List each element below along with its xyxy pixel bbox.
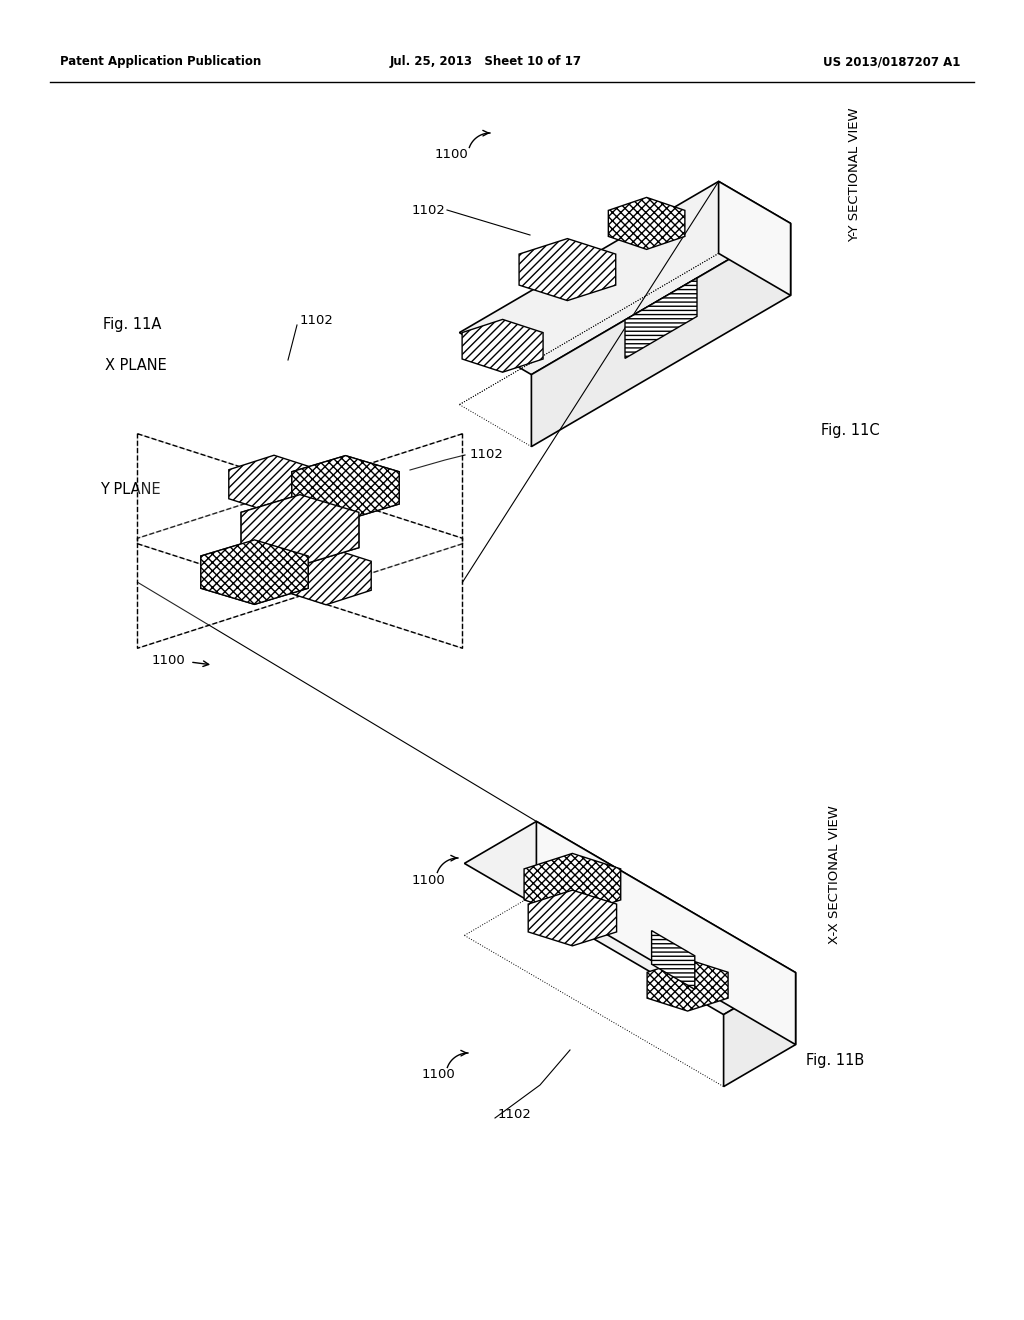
Polygon shape	[651, 931, 695, 990]
Polygon shape	[292, 455, 399, 520]
Polygon shape	[537, 821, 796, 1044]
Text: US 2013/0187207 A1: US 2013/0187207 A1	[822, 55, 961, 69]
Text: Y PLANE: Y PLANE	[100, 483, 161, 498]
Text: 1100: 1100	[412, 874, 445, 887]
Polygon shape	[528, 890, 616, 946]
Text: 1102: 1102	[498, 1109, 531, 1122]
Polygon shape	[241, 495, 358, 565]
Text: 1102: 1102	[300, 314, 334, 326]
Polygon shape	[465, 821, 796, 1015]
Text: 1100: 1100	[152, 653, 185, 667]
Polygon shape	[462, 319, 543, 372]
Polygon shape	[228, 455, 319, 513]
Polygon shape	[519, 239, 615, 301]
Polygon shape	[201, 540, 308, 605]
Text: 1102: 1102	[411, 203, 445, 216]
Polygon shape	[292, 455, 399, 520]
Text: 1100: 1100	[434, 149, 468, 161]
Text: X-X SECTIONAL VIEW: X-X SECTIONAL VIEW	[828, 805, 842, 944]
Polygon shape	[719, 181, 791, 296]
Polygon shape	[724, 973, 796, 1086]
Polygon shape	[281, 546, 372, 605]
Text: 1102: 1102	[470, 449, 504, 462]
Text: Fig. 11A: Fig. 11A	[103, 318, 162, 333]
Polygon shape	[137, 434, 463, 648]
Text: 1100: 1100	[421, 1068, 455, 1081]
Text: Fig. 11B: Fig. 11B	[806, 1052, 864, 1068]
Text: Patent Application Publication: Patent Application Publication	[60, 55, 261, 69]
Polygon shape	[201, 540, 308, 605]
Text: X PLANE: X PLANE	[105, 358, 167, 372]
Polygon shape	[460, 181, 791, 375]
Polygon shape	[137, 434, 463, 648]
Polygon shape	[625, 279, 697, 359]
Text: Fig. 11C: Fig. 11C	[820, 422, 880, 437]
Polygon shape	[524, 854, 621, 915]
Text: Y-Y SECTIONAL VIEW: Y-Y SECTIONAL VIEW	[849, 108, 861, 243]
Text: Jul. 25, 2013   Sheet 10 of 17: Jul. 25, 2013 Sheet 10 of 17	[390, 55, 582, 69]
Polygon shape	[647, 960, 728, 1011]
Polygon shape	[608, 198, 685, 249]
Polygon shape	[241, 495, 358, 565]
Polygon shape	[531, 223, 791, 446]
